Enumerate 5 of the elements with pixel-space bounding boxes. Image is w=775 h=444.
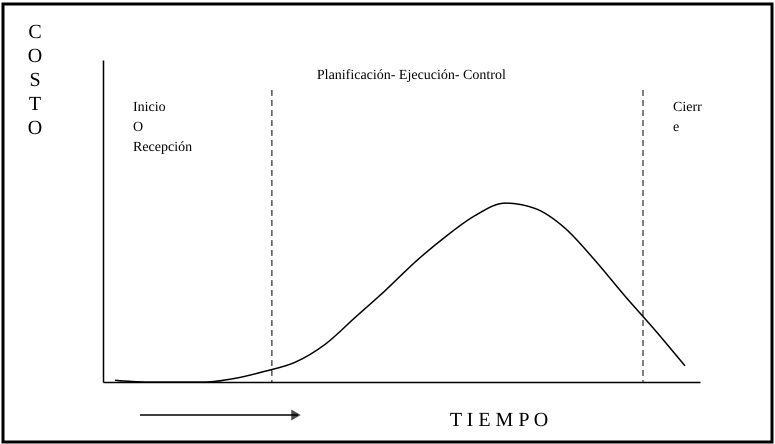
text: Cierr e [673, 100, 702, 135]
y-axis-title: C O S T O [28, 21, 42, 139]
text: Planificación- Ejecución- Control [316, 68, 506, 83]
x-axis-title: T I E M P O [450, 409, 548, 431]
text: Inicio O Recepción [133, 100, 192, 155]
